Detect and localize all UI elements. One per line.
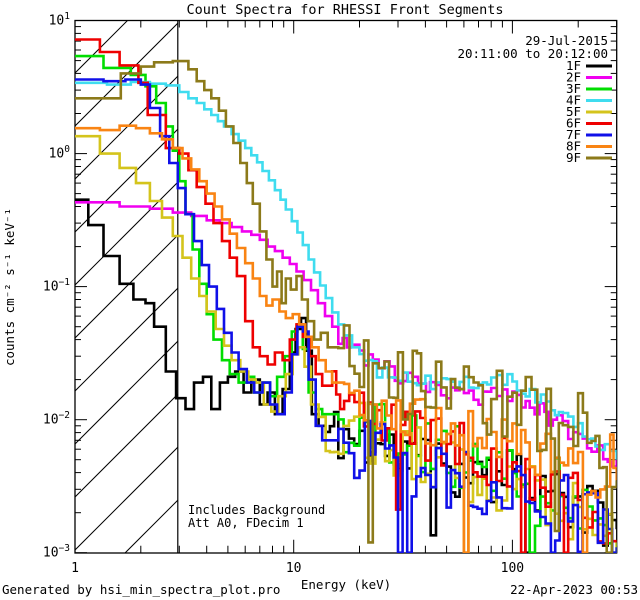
series-curve-6F (75, 38, 617, 553)
legend-label-7F: 7F (566, 127, 581, 142)
hatch-line (75, 234, 178, 339)
hatch-line (75, 393, 178, 498)
legend-label-4F: 4F (566, 93, 581, 108)
observation-date: 29-Jul-2015 (525, 33, 608, 48)
y-tick-label: 10−2 (43, 410, 70, 428)
observation-time-range: 20:11:00 to 20:12:00 (457, 46, 608, 61)
series-curve-4F (75, 80, 617, 460)
hatch-line (75, 22, 178, 127)
hatch-line (75, 446, 178, 551)
series-curve-9F (75, 59, 617, 553)
legend-label-8F: 8F (566, 139, 581, 154)
series-curve-7F (75, 78, 617, 553)
legend-label-9F: 9F (566, 150, 581, 165)
hatch-line (75, 75, 178, 180)
y-tick-label: 10−3 (43, 543, 70, 561)
x-tick-label: 1 (71, 561, 79, 576)
legend-label-2F: 2F (566, 70, 581, 85)
annotation-att-fdecim: Att A0, FDecim 1 (188, 516, 304, 530)
series-curve-2F (75, 201, 617, 468)
plot-frame (74, 19, 618, 554)
plot-title: Count Spectra for RHESSI Front Segments (187, 2, 504, 18)
hatch-line (124, 499, 178, 553)
y-tick-label: 100 (49, 144, 71, 162)
legend-label-3F: 3F (566, 81, 581, 96)
annotation-includes-background: Includes Background (188, 503, 325, 517)
y-tick-label: 10−1 (43, 277, 70, 295)
legend-label-1F: 1F (566, 58, 581, 73)
legend-label-6F: 6F (566, 116, 581, 131)
x-axis-label: Energy (keV) (301, 577, 391, 592)
footer-render-timestamp: 22-Apr-2023 00:53 (510, 582, 638, 597)
axis-ticks (74, 20, 618, 554)
spectra-curves (75, 38, 617, 553)
x-tick-labels: 1 10 100 (71, 561, 524, 576)
footer-generated-by: Generated by hsi_min_spectra_plot.pro (2, 582, 280, 597)
y-tick-labels: 101 100 10−1 10−2 10−3 (43, 11, 70, 561)
legend-label-5F: 5F (566, 104, 581, 119)
x-tick-label: 100 (501, 561, 524, 576)
x-tick-label: 10 (286, 561, 302, 576)
y-axis-label: counts cm⁻² s⁻¹ keV⁻¹ (2, 208, 17, 366)
y-tick-label: 101 (49, 11, 71, 29)
hatched-attenuated-region (75, 20, 178, 553)
